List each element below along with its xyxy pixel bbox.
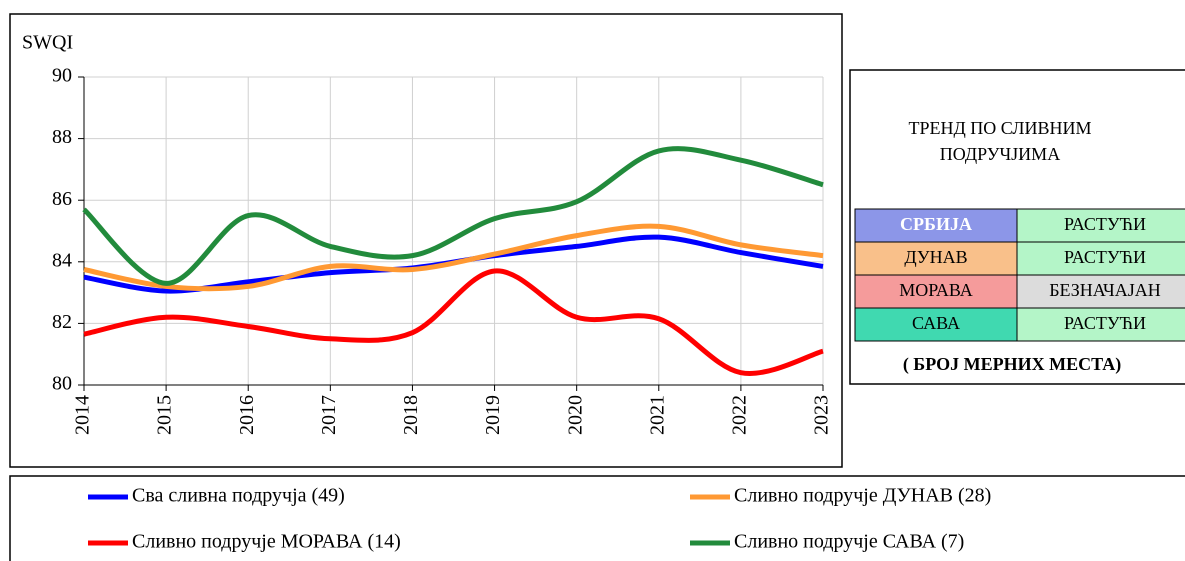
series-line: [83, 268, 824, 376]
legend-frame: [9, 475, 1185, 561]
series-line: [82, 146, 824, 286]
table-cell: [854, 274, 1018, 309]
y-tick-label: 90: [52, 65, 72, 87]
x-tick-label: 2022: [728, 395, 750, 435]
table-cell-text: МОРАВА: [899, 280, 973, 300]
table-cell: [854, 208, 1018, 243]
y-tick-label: 84: [52, 249, 72, 271]
x-tick-label: 2019: [482, 395, 504, 435]
y-axis-label: SWQI: [22, 32, 73, 54]
legend-label: Сливно подручје ДУНАВ (28): [734, 485, 991, 507]
table-cell-text: РАСТУЋИ: [1064, 313, 1146, 333]
x-tick-label: 2014: [72, 395, 94, 435]
legend-label: Сливно подручје САВА (7): [734, 531, 964, 553]
table-title: ПОДРУЧЈИМА: [940, 144, 1060, 164]
table-footer: ( БРОЈ МЕРНИХ МЕСТА): [903, 354, 1121, 375]
table-cell-text: РАСТУЋИ: [1064, 247, 1146, 267]
x-tick-label: 2016: [236, 395, 258, 435]
table-cell: [1016, 307, 1185, 342]
legend-label: Сва сливна подручја (49): [132, 485, 345, 507]
y-tick-label: 80: [52, 373, 72, 395]
series-line: [83, 223, 824, 292]
table-cell: [1016, 274, 1185, 309]
x-tick-label: 2018: [400, 395, 422, 435]
x-tick-label: 2017: [318, 395, 340, 435]
table-title: ТРЕНД ПО СЛИВНИМ: [908, 118, 1091, 138]
x-tick-label: 2015: [154, 395, 176, 435]
y-tick-label: 82: [52, 311, 72, 333]
chart-frame: [9, 13, 843, 468]
table-cell: [854, 307, 1018, 342]
x-tick-label: 2021: [646, 395, 668, 435]
y-tick-label: 88: [52, 126, 72, 148]
y-tick-label: 86: [52, 188, 72, 210]
x-tick-label: 2023: [811, 395, 833, 435]
table-cell-text: САВА: [912, 313, 960, 333]
x-tick-label: 2020: [564, 395, 586, 435]
table-cell-text: БЕЗНАЧАЈАН: [1049, 280, 1161, 300]
table-cell-text: РАСТУЋИ: [1064, 214, 1146, 234]
table-cell-text: ДУНАВ: [904, 247, 967, 267]
legend-label: Сливно подручје МОРАВА (14): [132, 531, 401, 553]
table-cell: [1016, 241, 1185, 276]
table-cell-text: СРБИЈА: [900, 214, 972, 234]
